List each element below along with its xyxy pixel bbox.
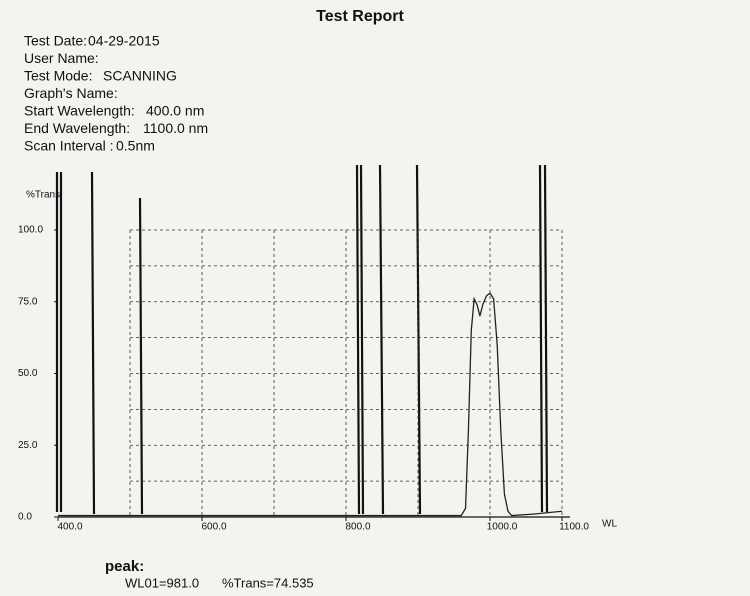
info-label: Scan Interval : bbox=[24, 138, 114, 154]
info-label: Graph's Name: bbox=[24, 85, 118, 101]
peak-title: peak: bbox=[105, 558, 144, 575]
x-tick-label: 800.0 bbox=[345, 522, 370, 533]
x-tick-label: 1000.0 bbox=[487, 522, 518, 533]
x-tick-label: 1100.0 bbox=[559, 522, 589, 533]
info-value: 0.5nm bbox=[116, 138, 155, 154]
x-tick-label: 400.0 bbox=[57, 522, 82, 533]
y-tick-label: 100.0 bbox=[18, 225, 43, 236]
info-value: 400.0 nm bbox=[146, 103, 204, 119]
y-tick-label: 50.0 bbox=[18, 368, 38, 379]
info-label: Start Wavelength: bbox=[24, 103, 135, 119]
info-label: User Name: bbox=[24, 50, 99, 66]
y-tick-label: 0.0 bbox=[18, 512, 32, 523]
scan-artifacts bbox=[55, 164, 549, 515]
y-axis-label: %Trans bbox=[26, 190, 60, 201]
info-label: Test Date: bbox=[24, 33, 87, 49]
info-value: SCANNING bbox=[103, 68, 177, 84]
y-tick-label: 75.0 bbox=[18, 296, 38, 307]
x-tick-label: 600.0 bbox=[201, 522, 226, 533]
peak-wl: WL01=981.0 bbox=[125, 575, 199, 590]
info-value: 04-29-2015 bbox=[88, 33, 160, 49]
report-title: Test Report bbox=[316, 8, 404, 25]
info-label: Test Mode: bbox=[24, 68, 92, 84]
y-tick-label: 25.0 bbox=[18, 440, 38, 451]
peak-trans: %Trans=74.535 bbox=[222, 575, 314, 590]
info-value: 1100.0 nm bbox=[143, 120, 208, 136]
spectrum-line bbox=[58, 292, 563, 517]
x-axis-label: WL bbox=[602, 519, 617, 530]
info-label: End Wavelength: bbox=[24, 120, 130, 136]
